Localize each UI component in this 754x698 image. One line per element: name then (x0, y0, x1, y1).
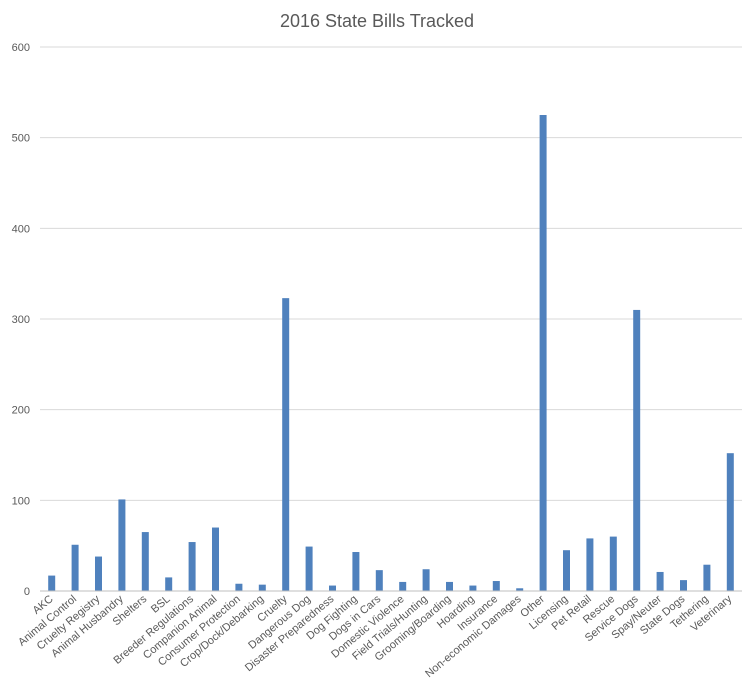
bar (165, 577, 173, 591)
bar (469, 585, 477, 591)
bar (563, 550, 570, 591)
y-tick-label: 200 (12, 405, 30, 417)
y-tick-label: 500 (12, 133, 30, 145)
y-tick-label: 400 (12, 223, 30, 235)
y-tick-label: 300 (12, 314, 30, 326)
y-axis-ticks: 0 100 200 300 400 500 600 (12, 42, 30, 598)
chart-title: 2016 State Bills Tracked (280, 11, 474, 31)
bar (305, 546, 313, 591)
bar (539, 115, 547, 591)
bar (329, 585, 336, 591)
bar (212, 527, 219, 591)
y-tick-label: 600 (12, 42, 30, 54)
bar (516, 588, 524, 591)
y-tick-label: 100 (12, 495, 30, 507)
bar (656, 571, 664, 591)
bar (399, 581, 407, 591)
bar (48, 575, 56, 591)
bar (352, 552, 360, 591)
bar (726, 453, 734, 591)
bar (258, 584, 266, 591)
bar (188, 542, 196, 591)
bar (141, 532, 149, 591)
gridlines (40, 46, 742, 501)
bar (422, 569, 430, 591)
bar (609, 536, 617, 591)
bar (680, 580, 687, 591)
bars (48, 115, 734, 591)
bar (586, 538, 594, 591)
bar (446, 581, 453, 591)
bar (633, 309, 641, 591)
bar (71, 544, 79, 591)
bar (492, 581, 500, 591)
bar (118, 499, 126, 591)
bar (375, 570, 383, 591)
y-tick-label: 0 (24, 586, 30, 598)
bar (703, 564, 711, 591)
bar (95, 556, 102, 591)
bar (235, 583, 243, 591)
bar (282, 298, 290, 591)
